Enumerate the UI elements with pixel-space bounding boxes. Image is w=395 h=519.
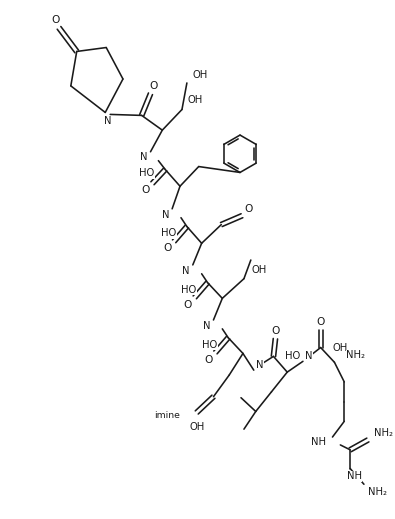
Text: HO: HO — [161, 228, 176, 238]
Text: HO: HO — [285, 351, 301, 361]
Text: HO: HO — [139, 169, 154, 179]
Text: N: N — [203, 321, 210, 331]
Text: NH: NH — [310, 437, 325, 447]
Text: NH₂: NH₂ — [346, 350, 365, 360]
Text: OH: OH — [333, 343, 348, 352]
Text: O: O — [149, 81, 158, 91]
Text: N: N — [140, 152, 147, 162]
Text: O: O — [316, 317, 325, 327]
Text: NH₂: NH₂ — [374, 428, 393, 438]
Text: O: O — [163, 243, 171, 253]
Text: O: O — [51, 15, 59, 25]
Text: imine: imine — [154, 411, 180, 420]
Text: NH: NH — [346, 471, 361, 482]
Text: HO: HO — [181, 284, 197, 294]
Text: OH: OH — [193, 70, 208, 80]
Text: OH: OH — [252, 265, 267, 275]
Text: HO: HO — [202, 339, 217, 350]
Text: N: N — [256, 360, 263, 370]
Text: O: O — [141, 185, 150, 195]
Text: O: O — [245, 204, 253, 214]
Text: N: N — [182, 266, 190, 276]
Text: O: O — [271, 326, 280, 336]
Text: N: N — [305, 351, 312, 361]
Text: OH: OH — [188, 94, 203, 105]
Text: O: O — [204, 356, 213, 365]
Text: N: N — [162, 210, 169, 220]
Text: OH: OH — [189, 422, 204, 432]
Text: O: O — [184, 300, 192, 310]
Text: NH₂: NH₂ — [368, 487, 387, 497]
Text: N: N — [104, 116, 112, 126]
